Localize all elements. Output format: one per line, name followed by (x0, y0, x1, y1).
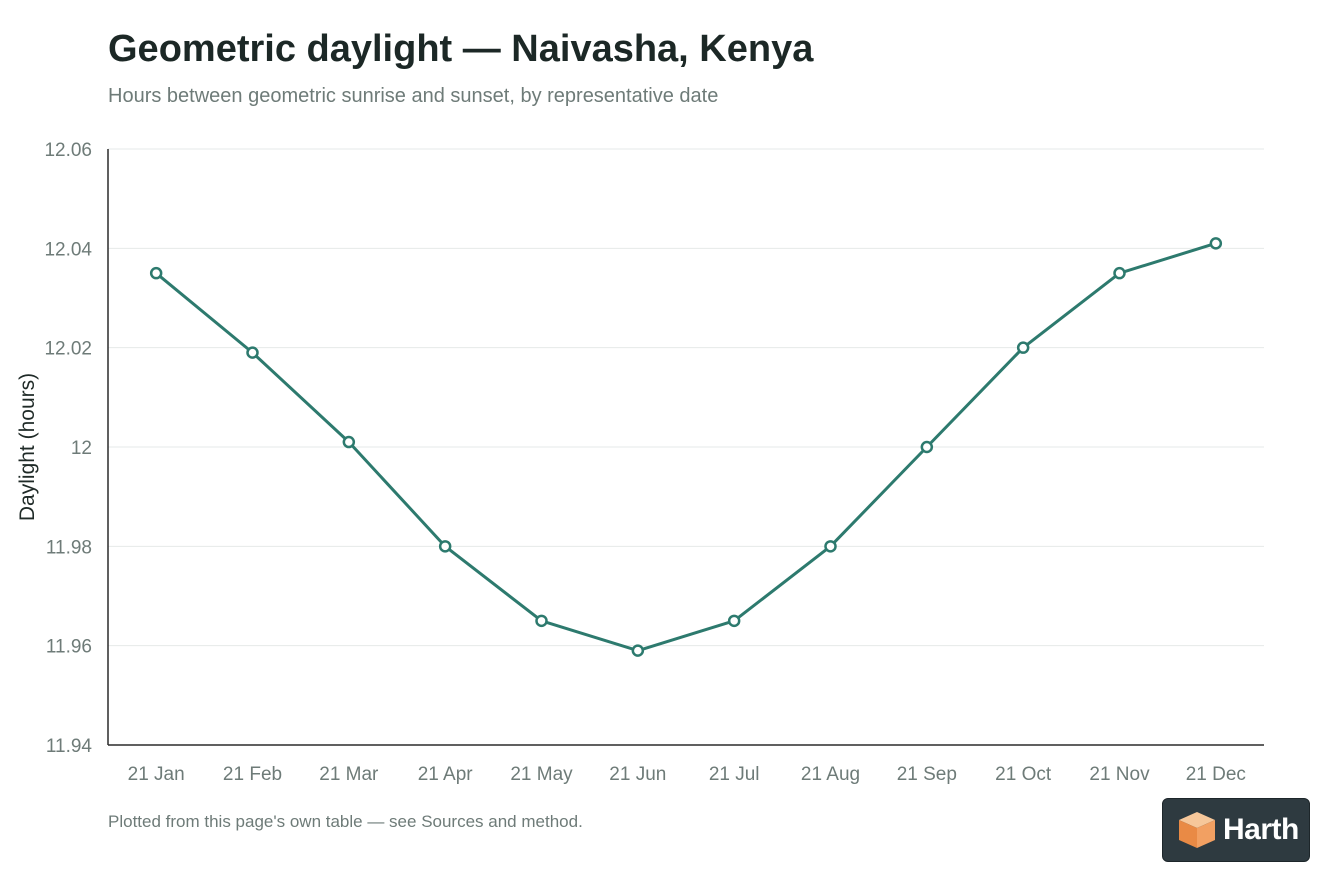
chart-title: Geometric daylight — Naivasha, Kenya (108, 28, 814, 70)
data-point[interactable] (824, 540, 837, 553)
data-point[interactable] (1113, 266, 1126, 280)
data-point[interactable] (149, 266, 163, 280)
y-tick-label: 11.98 (46, 537, 92, 558)
data-point[interactable] (438, 540, 452, 553)
series-daylight (149, 237, 1223, 657)
x-tick-label: 21 Sep (897, 764, 957, 785)
data-point[interactable] (1016, 341, 1030, 354)
x-tick-label: 21 Nov (1089, 764, 1150, 785)
x-tick-label: 21 Mar (319, 764, 379, 785)
x-tick-label: 21 Feb (223, 764, 282, 785)
y-tick-label: 11.94 (46, 736, 93, 757)
series-line (155, 241, 1217, 653)
y-tick-label: 12.06 (44, 140, 92, 161)
x-tick-label: 21 Aug (801, 764, 860, 785)
data-point[interactable] (727, 614, 741, 628)
y-axis-label: Daylight (hours) (16, 373, 39, 521)
y-tick-label: 11.96 (46, 637, 92, 658)
y-axis-ticks: 11.94 11.96 11.98 12 12.02 12.04 12.06 (44, 140, 92, 757)
harth-badge[interactable]: Harth (1162, 798, 1310, 862)
x-tick-label: 21 Oct (995, 764, 1052, 785)
y-tick-label: 12.02 (44, 339, 92, 360)
x-tick-label: 21 Jul (709, 764, 760, 785)
data-point[interactable] (631, 644, 645, 657)
chart-subtitle: Hours between geometric sunrise and suns… (108, 85, 719, 107)
x-tick-label: 21 Dec (1186, 764, 1246, 785)
data-point[interactable] (342, 435, 356, 449)
data-point[interactable] (246, 346, 259, 359)
x-tick-label: 21 Jan (128, 764, 185, 785)
cube-logo-icon (1179, 812, 1215, 848)
x-tick-label: 21 May (510, 764, 573, 785)
data-point[interactable] (920, 440, 934, 454)
y-tick-label: 12 (71, 438, 92, 459)
gridlines (108, 148, 1264, 647)
data-point[interactable] (1209, 237, 1223, 250)
x-tick-label: 21 Apr (418, 764, 474, 785)
x-axis-ticks: 21 Jan 21 Feb 21 Mar 21 Apr 21 May 21 Jun 21 J… (128, 764, 1246, 785)
x-tick-label: 21 Jun (609, 764, 666, 785)
y-tick-label: 12.04 (44, 239, 92, 260)
footnote: Plotted from this page's own table — see… (108, 812, 583, 831)
data-point[interactable] (535, 614, 548, 628)
badge-label: Harth (1223, 813, 1299, 846)
